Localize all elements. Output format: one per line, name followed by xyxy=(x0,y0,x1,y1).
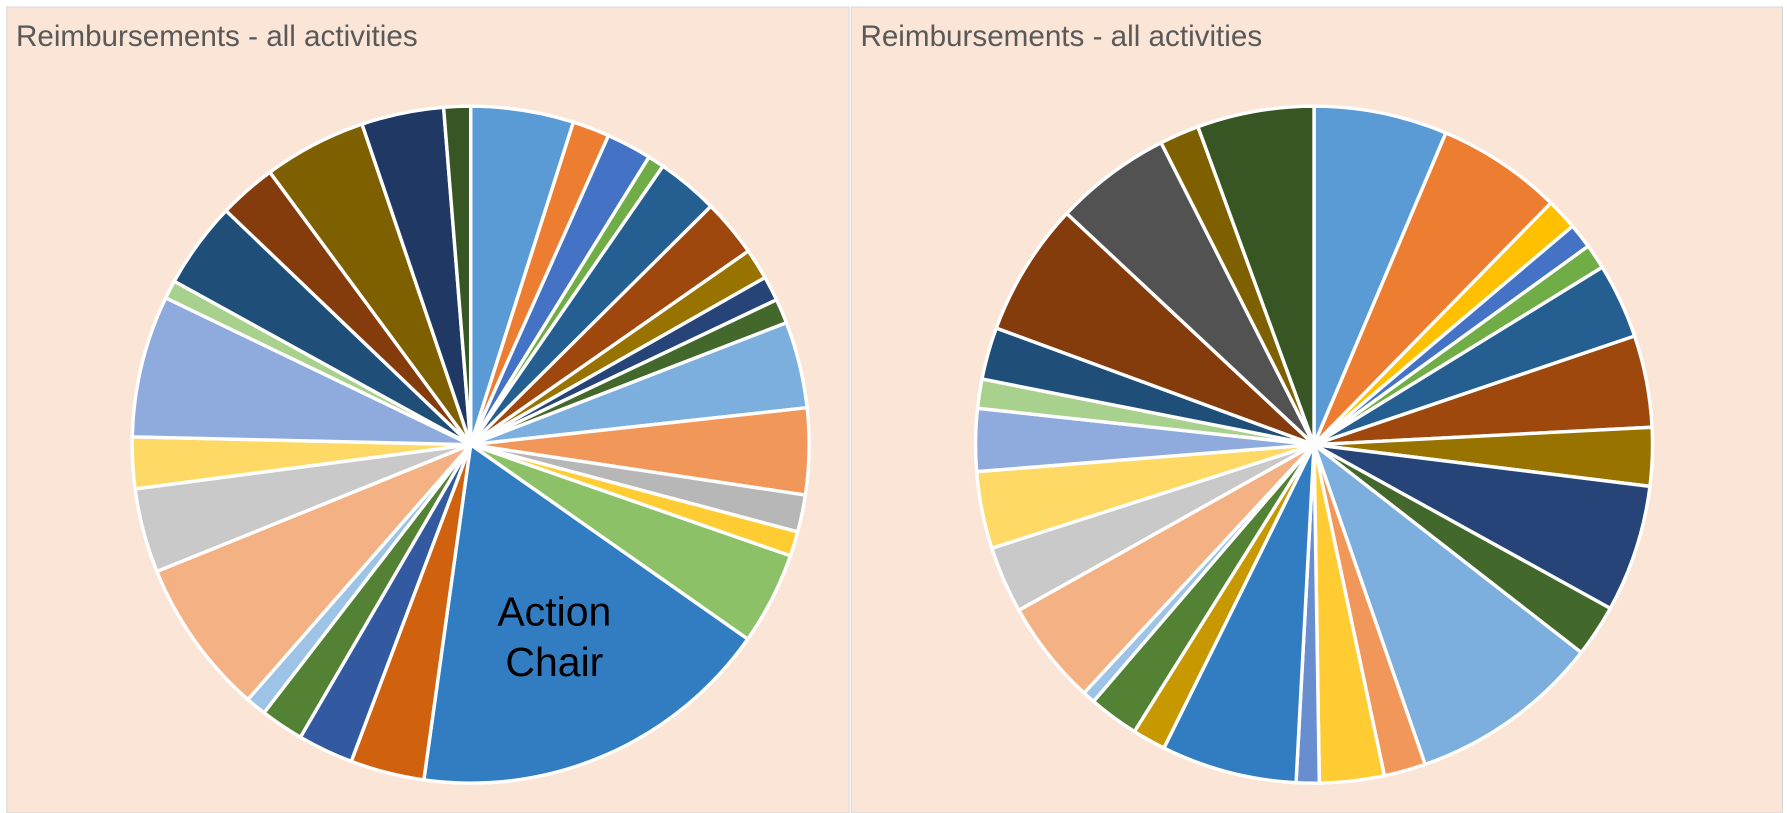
pie-slice xyxy=(130,295,472,447)
chart-title: Reimbursements - all activities xyxy=(860,20,1262,53)
pie-slice xyxy=(1312,130,1554,446)
pie-slice xyxy=(994,211,1316,447)
pie-slice xyxy=(154,443,472,702)
pie-slice xyxy=(1310,439,1584,767)
pie-slice xyxy=(441,104,473,445)
chart-title: Reimbursements - all activities xyxy=(16,20,418,53)
pie-slice xyxy=(1161,443,1316,785)
pie-slice xyxy=(421,441,751,785)
pie-slice xyxy=(1312,104,1449,446)
pie-slice xyxy=(1313,442,1652,611)
slice-label: Action Chair xyxy=(497,589,611,685)
pie-slice xyxy=(1195,104,1316,446)
